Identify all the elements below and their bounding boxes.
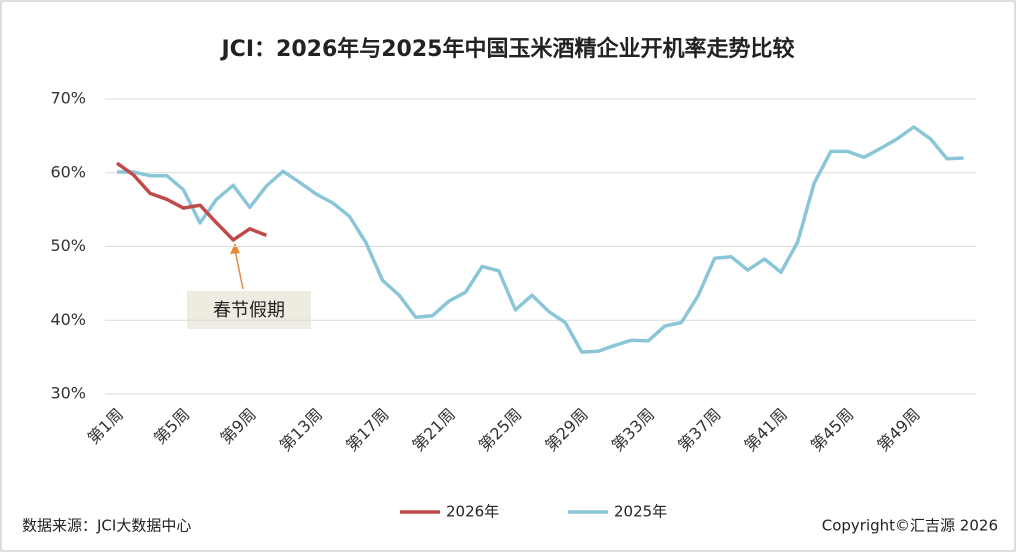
y-tick-label: 50%	[50, 236, 86, 255]
annotation-arrowhead	[230, 243, 240, 254]
annotation-arrow	[234, 249, 244, 290]
source: 数据来源：JCI大数据中心	[22, 517, 191, 535]
y-tick-label: 70%	[50, 89, 86, 108]
series-line	[117, 125, 964, 354]
annotation: 春节假期	[213, 300, 285, 321]
annotation-box	[187, 291, 311, 329]
legend-label: 2026年	[446, 503, 499, 521]
legend-label: 2025年	[614, 503, 667, 521]
y-tick-label: 30%	[50, 384, 86, 403]
y-tick-label: 60%	[50, 162, 86, 181]
copyright: Copyright©汇吉源 2026	[822, 517, 998, 535]
chart-title: JCI：2026年与2025年中国玉米酒精企业开机率走势比较	[220, 36, 795, 62]
y-tick-label: 40%	[50, 310, 86, 329]
series-line	[115, 161, 268, 242]
